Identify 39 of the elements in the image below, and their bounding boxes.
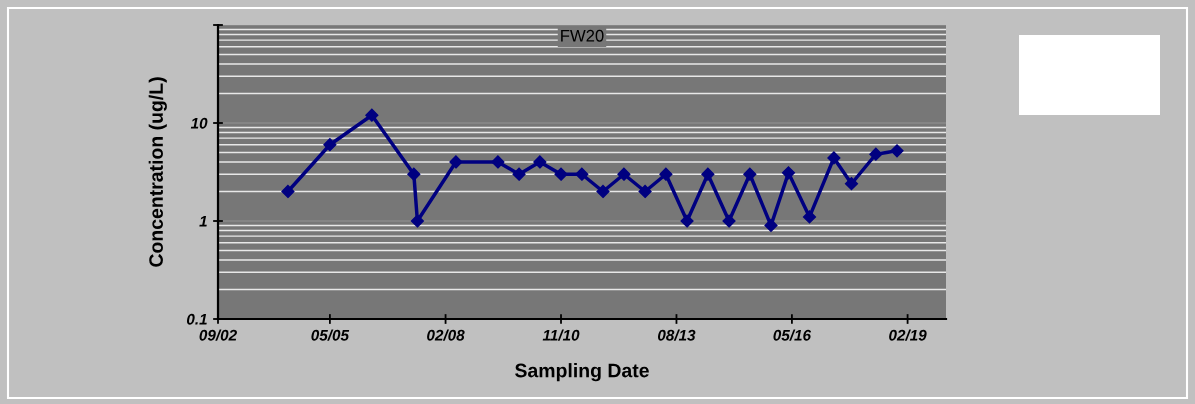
point: [407, 167, 421, 181]
point: [533, 155, 547, 169]
point: [844, 177, 859, 191]
point: [781, 166, 796, 180]
point: [722, 214, 736, 228]
point: [638, 184, 652, 199]
point: [701, 167, 715, 181]
x-axis-title: Sampling Date: [515, 363, 649, 382]
y-tick-label: 10: [190, 117, 208, 129]
x-tick-label: 08/13: [657, 329, 696, 341]
point: [323, 138, 337, 152]
point: [890, 144, 904, 158]
point: [764, 218, 778, 233]
point: [512, 167, 526, 181]
point: [365, 108, 379, 122]
point: [680, 214, 694, 228]
point: [575, 167, 589, 181]
x-tick-label: 02/08: [427, 329, 465, 341]
point: [659, 167, 673, 181]
x-tick-label: 09/02: [199, 329, 237, 341]
point: [554, 167, 568, 181]
point: [827, 151, 841, 165]
point: [281, 184, 295, 199]
x-tick-label: 02/19: [889, 329, 927, 341]
point: [802, 210, 817, 224]
y-axis-title: Concentration (ug/L): [148, 77, 167, 267]
point: [491, 155, 505, 169]
x-tick-label: 11/10: [542, 329, 580, 341]
y-tick-label: 0.1: [186, 313, 207, 325]
point: [617, 167, 631, 181]
point: [869, 147, 883, 161]
point: [743, 167, 757, 181]
point: [410, 214, 424, 228]
x-tick-label: 05/16: [773, 329, 812, 341]
chart-title: FW20: [561, 29, 604, 42]
point: [449, 155, 463, 169]
point: [596, 184, 610, 199]
y-tick-label: 1: [199, 216, 207, 227]
x-tick-label: 05/05: [311, 329, 350, 341]
